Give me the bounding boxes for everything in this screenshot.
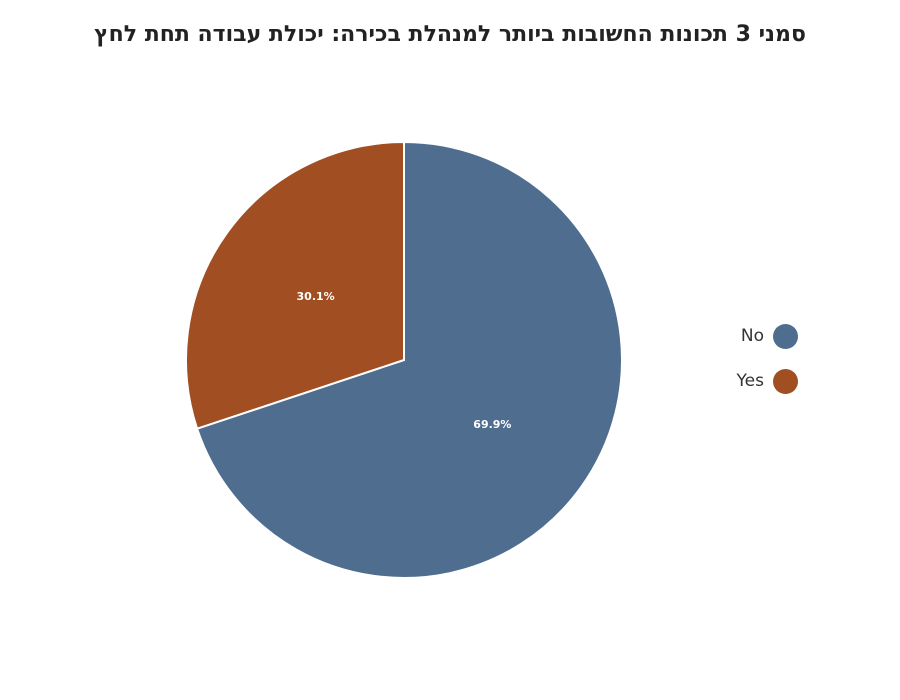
legend-swatch-no: [773, 323, 798, 349]
legend-label-yes: Yes: [736, 371, 764, 391]
chart-title: סמני 3 תכונות החשובות ביותר למנהלת בכירה…: [94, 22, 806, 47]
legend-item-no[interactable]: No: [737, 322, 798, 350]
legend: No Yes: [737, 322, 798, 412]
slice-label-yes: 30.1%: [297, 290, 335, 303]
pie-slice-yes[interactable]: [185, 140, 405, 430]
slice-label-no: 69.9%: [473, 418, 511, 431]
pie-slice-no[interactable]: [195, 140, 623, 579]
legend-label-no: No: [740, 326, 764, 346]
legend-item-yes[interactable]: Yes: [737, 367, 798, 395]
legend-swatch-yes: [773, 368, 798, 394]
